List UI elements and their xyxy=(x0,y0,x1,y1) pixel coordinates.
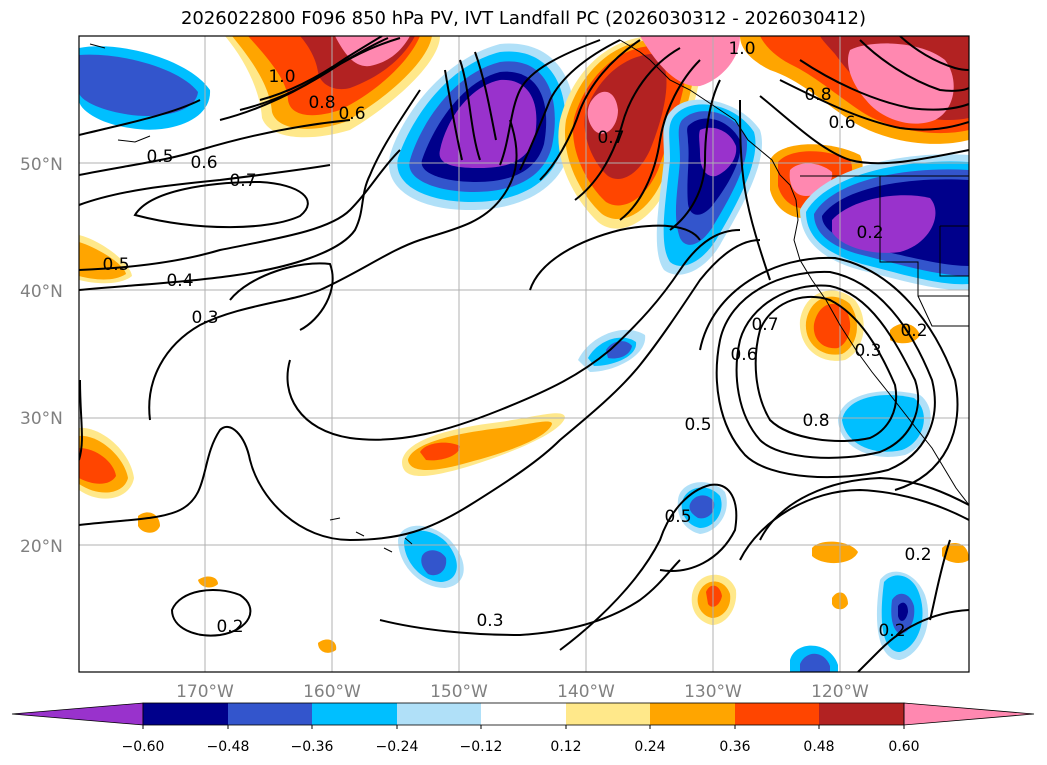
colorbar-tick-label: −0.12 xyxy=(460,739,503,755)
lon-label-130w: 130°W xyxy=(684,682,742,702)
lat-label-30n: 30°N xyxy=(20,409,63,429)
lat-label-40n: 40°N xyxy=(20,282,63,302)
colorbar-tick-label: −0.36 xyxy=(291,739,334,755)
colorbar-extension-low xyxy=(11,702,144,726)
contour-label: 0.5 xyxy=(664,507,691,527)
colorbar-segment xyxy=(481,703,566,725)
contour-label: 0.6 xyxy=(338,104,365,124)
contour-label: 0.2 xyxy=(904,545,931,565)
colorbar-tick-labels: −0.60 −0.48 −0.36 −0.24 −0.12 0.12 0.24 0.36 0.4… xyxy=(122,725,920,755)
latitude-labels: 20°N 30°N 40°N 50°N xyxy=(20,155,63,557)
contour-label: 0.3 xyxy=(476,611,503,631)
contour-label: 1.0 xyxy=(268,67,295,87)
colorbar-tick-label: 0.12 xyxy=(550,739,581,755)
contour-label: 0.6 xyxy=(730,345,757,365)
contour-label: 0.8 xyxy=(308,93,335,113)
colorbar-tick-label: 0.24 xyxy=(634,739,665,755)
colorbar-segment xyxy=(143,703,228,725)
lon-label-160w: 160°W xyxy=(303,682,361,702)
contour-label: 0.6 xyxy=(828,113,855,133)
contour-label: 0.2 xyxy=(900,321,927,341)
contour-label: 0.8 xyxy=(804,85,831,105)
lon-label-170w: 170°W xyxy=(176,682,234,702)
contour-labels: 1.00.80.60.5 0.60.70.50.40.30.71.00.80.60… xyxy=(102,39,931,641)
pc-contours xyxy=(79,36,969,672)
colorbar-tick-label: −0.60 xyxy=(122,739,165,755)
colorbar-tick-label: −0.24 xyxy=(376,739,419,755)
colorbar-segment xyxy=(650,703,735,725)
lat-label-20n: 20°N xyxy=(20,537,63,557)
colorbar-segment xyxy=(735,703,819,725)
lon-label-140w: 140°W xyxy=(557,682,615,702)
contour-label: 0.5 xyxy=(102,255,129,275)
contour-label: 1.0 xyxy=(728,39,755,59)
colorbar-segment xyxy=(397,703,481,725)
contour-label: 0.2 xyxy=(878,621,905,641)
contour-label: 0.7 xyxy=(229,171,256,191)
contour-label: 0.6 xyxy=(190,153,217,173)
colorbar-segment xyxy=(228,703,312,725)
contour-label: 0.5 xyxy=(684,415,711,435)
plot-frame xyxy=(78,35,970,673)
colorbar-tick-label: 0.36 xyxy=(719,739,750,755)
contour-label: 0.7 xyxy=(751,315,778,335)
colorbar-tick-label: 0.48 xyxy=(803,739,834,755)
colorbar-segment xyxy=(819,703,904,725)
contour-label: 0.2 xyxy=(216,617,243,637)
lat-label-50n: 50°N xyxy=(20,155,63,175)
contour-label: 0.2 xyxy=(856,223,883,243)
colorbar-tick-label: 0.60 xyxy=(888,739,919,755)
colorbar-extension-high xyxy=(903,702,1035,726)
map-title: 2026022800 F096 850 hPa PV, IVT Landfall… xyxy=(180,8,867,29)
pv-shading xyxy=(79,36,969,672)
colorbar-segment xyxy=(312,703,397,725)
longitude-labels: 170°W 160°W 150°W 140°W 130°W 120°W xyxy=(176,682,869,702)
contour-label: 0.4 xyxy=(166,271,193,291)
colorbar-segment xyxy=(566,703,650,725)
contour-label: 0.5 xyxy=(146,147,173,167)
contour-label: 0.3 xyxy=(191,308,218,328)
coastlines xyxy=(89,39,969,553)
contour-label: 0.8 xyxy=(802,411,829,431)
lon-label-150w: 150°W xyxy=(430,682,488,702)
contour-label: 0.7 xyxy=(597,128,624,148)
contour-label: 0.3 xyxy=(854,341,881,361)
colorbar-frame xyxy=(142,702,905,726)
colorbar xyxy=(11,702,1035,726)
colorbar-tick-label: −0.48 xyxy=(207,739,250,755)
lon-label-120w: 120°W xyxy=(811,682,869,702)
